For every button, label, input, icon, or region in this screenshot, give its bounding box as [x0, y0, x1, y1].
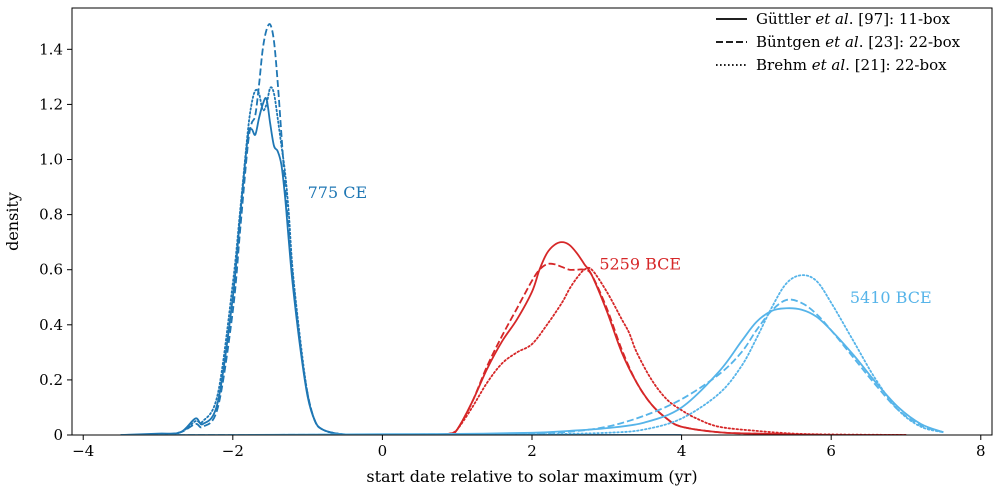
x-tick-label: −2	[222, 442, 244, 460]
annotation-5259-bce: 5259 BCE	[599, 255, 681, 274]
curve-5259-bce-dashed	[449, 262, 832, 435]
x-axis-ticks: −4 −2 0 2 4 6 8	[72, 435, 986, 460]
curve-775-ce-solid	[120, 97, 682, 435]
x-tick-label: 6	[826, 442, 836, 460]
x-tick-label: 2	[527, 442, 537, 460]
y-tick-label: 0.8	[39, 206, 63, 224]
y-tick-label: 0.2	[39, 371, 63, 389]
annotation-775-ce: 775 CE	[308, 183, 368, 202]
event-annotations: 775 CE 5259 BCE 5410 BCE	[308, 183, 932, 307]
x-tick-label: −4	[72, 442, 94, 460]
curve-775-ce-dashed	[157, 23, 361, 435]
density-curves	[120, 23, 945, 435]
y-tick-label: 1.4	[39, 40, 63, 58]
curve-5259-bce-dotted	[448, 266, 907, 435]
y-tick-label: 1.2	[39, 95, 63, 113]
curve-775-ce-dotted	[157, 86, 361, 435]
y-axis-title: density	[3, 192, 22, 251]
curve-5410-bce-solid	[120, 307, 944, 435]
legend-entry-dashed: Büntgen et al. [23]: 22-box	[756, 33, 961, 51]
y-tick-label: 0.4	[39, 316, 63, 334]
y-tick-label: 0	[53, 426, 63, 444]
x-axis-title: start date relative to solar maximum (yr…	[366, 467, 697, 486]
y-tick-label: 0.6	[39, 261, 63, 279]
legend-entry-dotted: Brehm et al. [21]: 22-box	[756, 56, 947, 74]
curve-5410-bce-dotted	[456, 274, 945, 435]
y-tick-label: 1.0	[39, 151, 63, 169]
x-tick-label: 4	[677, 442, 687, 460]
annotation-5410-bce: 5410 BCE	[850, 288, 932, 307]
y-axis-ticks: 0 0.2 0.4 0.6 0.8 1.0 1.2 1.4	[39, 40, 72, 444]
legend-entry-solid: Güttler et al. [97]: 11-box	[756, 10, 951, 28]
x-tick-label: 0	[378, 442, 388, 460]
x-tick-label: 8	[976, 442, 986, 460]
legend: Güttler et al. [97]: 11-box Büntgen et al…	[716, 10, 961, 74]
curve-5410-bce-dashed	[158, 298, 944, 435]
